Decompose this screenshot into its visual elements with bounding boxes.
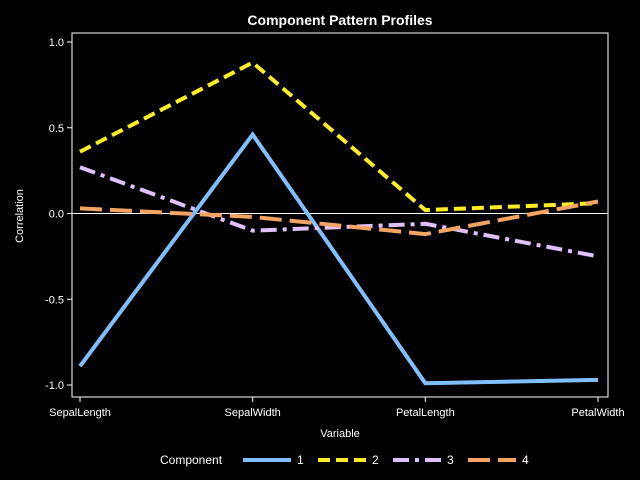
chart-title: Component Pattern Profiles bbox=[247, 12, 432, 28]
y-tick-label: 0.5 bbox=[49, 123, 64, 135]
y-tick-label: 1.0 bbox=[49, 37, 64, 49]
x-tick-label: PetalWidth bbox=[571, 407, 624, 419]
legend-title: Component bbox=[160, 453, 223, 467]
legend: Component 1 2 3 4 bbox=[160, 453, 529, 467]
plot-frame bbox=[71, 32, 609, 398]
plot-area: 1.0 0.5 0.0 -0.5 -1.0 SepalLength SepalWidth Pe… bbox=[45, 32, 625, 419]
x-tick-label: PetalLength bbox=[396, 407, 455, 419]
series-line-2 bbox=[79, 60, 599, 213]
y-axis-label: Correlation bbox=[14, 189, 26, 243]
x-tick-label: SepalLength bbox=[49, 407, 111, 419]
legend-label-3: 3 bbox=[447, 453, 454, 467]
legend-label-4: 4 bbox=[522, 453, 529, 467]
y-tick-label: 0.0 bbox=[49, 209, 64, 221]
x-axis-label: Variable bbox=[320, 428, 360, 440]
series-line-4 bbox=[79, 199, 599, 237]
legend-label-1: 1 bbox=[297, 453, 304, 467]
legend-label-2: 2 bbox=[372, 453, 379, 467]
series-line-1 bbox=[78, 131, 599, 386]
y-tick-label: -0.5 bbox=[45, 294, 64, 306]
x-tick-label: SepalWidth bbox=[225, 407, 281, 419]
y-tick-label: -1.0 bbox=[45, 380, 64, 392]
